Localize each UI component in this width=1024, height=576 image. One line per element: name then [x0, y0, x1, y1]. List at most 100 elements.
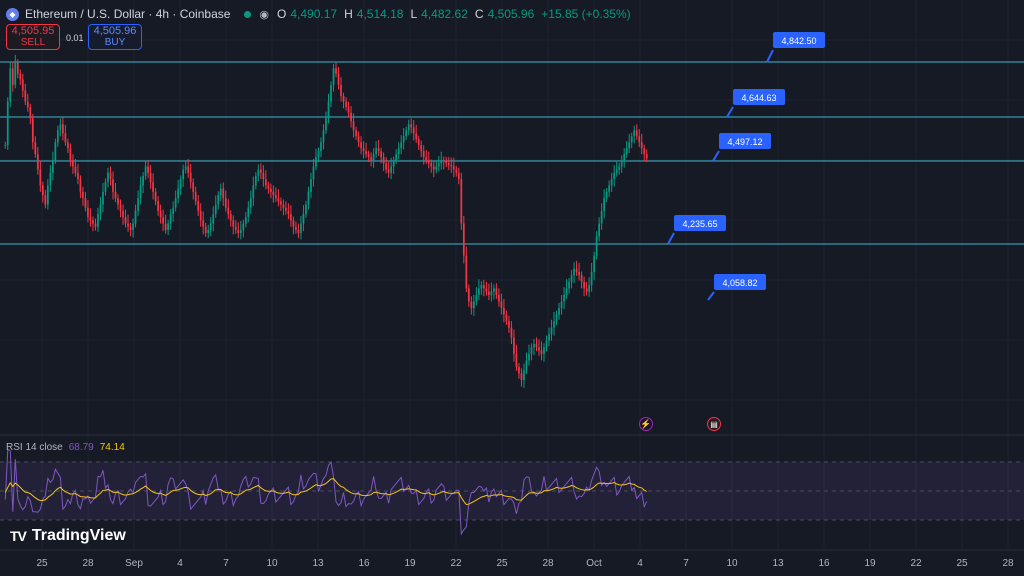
candle-body [302, 214, 305, 224]
candle-body [92, 220, 94, 224]
candle-body [397, 148, 400, 155]
price-label-box [714, 274, 766, 290]
candle-body [508, 321, 510, 328]
x-tick-label: 16 [358, 558, 370, 569]
x-tick-label: 28 [542, 558, 554, 569]
candle-body [425, 157, 428, 161]
candle-body [34, 142, 37, 155]
candle-body [305, 204, 307, 215]
candle-body [337, 73, 340, 85]
candle-body [538, 347, 540, 351]
candle-body [36, 154, 39, 170]
candle-body [207, 229, 210, 234]
price-label-text: 4,058.82 [722, 278, 757, 288]
candle-body [290, 214, 292, 221]
candle-body [242, 223, 245, 230]
candle-body [41, 185, 44, 196]
price-label-text: 4,497.12 [727, 137, 762, 147]
candle-body [603, 198, 606, 211]
candle-body [628, 142, 631, 149]
candle-body [64, 133, 67, 143]
candle-body [267, 185, 270, 189]
candle-body [440, 160, 443, 164]
candle-body [553, 321, 555, 328]
candle-body [367, 154, 370, 158]
candle-body [177, 188, 180, 199]
candle-body [563, 294, 565, 302]
candle-body [199, 210, 202, 221]
x-tick-label: 13 [312, 558, 324, 569]
tradingview-logo[interactable]: TV TradingView [10, 526, 126, 546]
candle-body [112, 179, 114, 192]
candle-body [54, 142, 57, 161]
candle-body [124, 217, 127, 224]
candle-body [16, 62, 19, 74]
change-value: +15.85 (+0.35%) [541, 7, 631, 21]
symbol-header: ◆ Ethereum / U.S. Dollar · 4h · Coinbase… [6, 5, 634, 23]
lightning-event-icon[interactable]: ⚡ [639, 417, 653, 431]
candle-body [498, 294, 500, 302]
candle-body [623, 154, 626, 161]
tradingview-mark-icon: TV [10, 528, 27, 544]
candle-body [104, 182, 107, 192]
candle-body [184, 166, 187, 170]
candle-body [558, 308, 560, 315]
candle-body [26, 101, 29, 108]
candle-body [560, 301, 563, 309]
candle-body [578, 272, 580, 276]
symbol-title[interactable]: Ethereum / U.S. Dollar · 4h · Coinbase [25, 7, 231, 21]
candle-body [400, 142, 403, 149]
x-tick-label: 7 [683, 558, 689, 569]
horizontal-levels [0, 61, 1024, 245]
sell-price: 4,505.95 [11, 25, 55, 37]
candle-body [229, 214, 232, 221]
candle-body [442, 160, 445, 162]
candle-body [380, 151, 383, 158]
candle-body [187, 166, 190, 173]
candle-body [147, 166, 149, 173]
candle-body [209, 223, 212, 230]
candle-body [513, 337, 515, 354]
us-flag-event-icon[interactable]: ▤ [707, 417, 721, 431]
candle-body [500, 301, 503, 309]
eye-icon[interactable]: ◉ [259, 8, 270, 21]
candle-body [335, 68, 337, 74]
candle-body [84, 198, 87, 208]
candle-body [82, 191, 84, 199]
candle-body [59, 124, 62, 131]
candle-body [202, 220, 205, 227]
candle-body [167, 223, 170, 230]
candle-body [237, 229, 240, 234]
candle-body [342, 96, 345, 102]
candle-body [67, 142, 69, 149]
candle-body [320, 142, 322, 152]
candle-body [234, 226, 237, 230]
candle-body [390, 166, 393, 173]
candle-body [157, 201, 159, 211]
candle-body [395, 154, 398, 161]
candle-body [297, 229, 300, 234]
candle-body [31, 118, 34, 143]
buy-button[interactable]: 4,505.96 BUY [88, 24, 142, 50]
candle-body [264, 179, 267, 186]
candle-body [49, 172, 52, 186]
sell-button[interactable]: 4,505.95 SELL [6, 24, 60, 50]
x-tick-label: Sep [125, 558, 143, 569]
candle-body [495, 288, 498, 295]
candle-body [94, 223, 97, 227]
candle-body [460, 179, 463, 224]
candle-body [640, 142, 643, 149]
candle-body [467, 288, 470, 302]
candle-body [56, 130, 59, 143]
candle-body [172, 207, 175, 215]
candle-body [149, 172, 152, 183]
x-tick-label: Oct [586, 558, 602, 569]
candle-body [72, 160, 74, 167]
x-tick-label: 4 [177, 558, 183, 569]
candle-body [430, 163, 433, 167]
candle-body [387, 169, 390, 173]
candle-body [457, 172, 460, 180]
rsi-legend[interactable]: RSI 14 close 68.79 74.14 [6, 442, 125, 453]
